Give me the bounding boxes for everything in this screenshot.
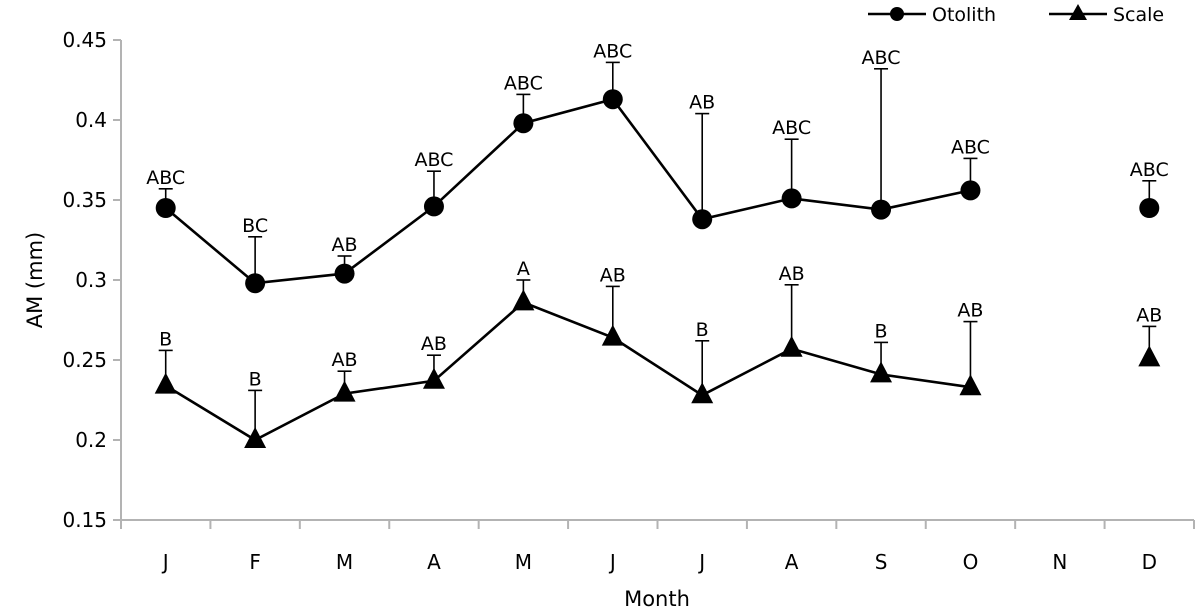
data-point bbox=[960, 180, 981, 201]
significance-label: ABC bbox=[951, 136, 990, 158]
data-point bbox=[959, 374, 982, 396]
data-point bbox=[333, 380, 356, 402]
data-point bbox=[691, 382, 714, 404]
significance-label: ABC bbox=[414, 149, 453, 171]
significance-label: AB bbox=[332, 349, 358, 371]
data-point bbox=[781, 188, 802, 209]
significance-label: BC bbox=[242, 215, 268, 237]
significance-label: AB bbox=[957, 300, 983, 322]
significance-label: B bbox=[159, 328, 172, 350]
legend-item-scale[interactable]: Scale bbox=[1049, 4, 1164, 26]
data-point bbox=[155, 198, 176, 218]
x-tick-label: N bbox=[1052, 550, 1067, 574]
significance-label: AB bbox=[1136, 304, 1162, 326]
x-tick-label: O bbox=[963, 550, 979, 574]
data-point bbox=[1138, 345, 1161, 367]
significance-label: AB bbox=[600, 264, 626, 286]
y-tick-label: 0.2 bbox=[75, 428, 107, 452]
x-tick-label: J bbox=[608, 550, 616, 574]
significance-label: AB bbox=[689, 92, 715, 114]
x-tick-label: F bbox=[249, 550, 261, 574]
y-tick-label: 0.3 bbox=[75, 268, 107, 292]
significance-label: ABC bbox=[1130, 159, 1169, 181]
data-point bbox=[423, 196, 444, 217]
y-axis: 0.15 0.2 0.25 0.3 0.35 0.4 0.45 bbox=[62, 28, 122, 532]
significance-label: ABC bbox=[146, 167, 185, 189]
x-tick-label: J bbox=[697, 550, 705, 574]
series-otolith: ABC BC AB ABC ABC ABC AB ABC ABC ABC ABC bbox=[146, 40, 1169, 294]
significance-label: AB bbox=[332, 234, 358, 256]
data-point bbox=[1139, 198, 1160, 218]
triangle-marker-icon bbox=[1069, 4, 1087, 20]
significance-label: ABC bbox=[504, 72, 543, 94]
significance-label: AB bbox=[779, 263, 805, 285]
y-tick-label: 0.4 bbox=[75, 108, 107, 132]
data-point bbox=[870, 361, 893, 383]
circle-marker-icon bbox=[890, 7, 904, 21]
data-point bbox=[692, 209, 713, 230]
data-point bbox=[154, 372, 177, 394]
data-point bbox=[780, 335, 803, 357]
significance-label: A bbox=[517, 258, 530, 280]
legend: Otolith Scale bbox=[868, 4, 1164, 26]
series-line bbox=[164, 97, 971, 285]
x-tick-label: M bbox=[515, 550, 532, 574]
legend-label-otolith: Otolith bbox=[932, 4, 996, 26]
x-tick-label: M bbox=[336, 550, 353, 574]
x-tick-label: S bbox=[875, 550, 888, 574]
significance-label: B bbox=[249, 368, 262, 390]
significance-label: ABC bbox=[593, 40, 632, 62]
x-tick-label: J bbox=[161, 550, 169, 574]
x-axis-title: Month bbox=[624, 587, 690, 611]
x-tick-label: A bbox=[427, 550, 441, 574]
data-point bbox=[422, 367, 445, 389]
significance-label: B bbox=[696, 319, 709, 341]
y-tick-label: 0.35 bbox=[62, 188, 107, 212]
data-point bbox=[513, 113, 534, 134]
data-point bbox=[871, 199, 892, 220]
y-tick-label: 0.15 bbox=[62, 508, 107, 532]
data-point bbox=[512, 289, 535, 311]
data-point bbox=[244, 427, 267, 448]
legend-label-scale: Scale bbox=[1113, 4, 1164, 26]
significance-label: ABC bbox=[862, 47, 901, 69]
x-tick-label: D bbox=[1142, 550, 1157, 574]
y-axis-title: AM (mm) bbox=[23, 232, 47, 328]
y-tick-label: 0.45 bbox=[62, 28, 107, 52]
series-scale: B B AB AB A AB B AB B AB AB bbox=[154, 258, 1162, 448]
significance-label: B bbox=[875, 320, 888, 342]
data-point bbox=[334, 263, 355, 284]
significance-label: ABC bbox=[772, 117, 811, 139]
y-tick-label: 0.25 bbox=[62, 348, 107, 372]
x-tick-label: A bbox=[785, 550, 799, 574]
significance-label: AB bbox=[421, 333, 447, 355]
data-point bbox=[601, 324, 624, 346]
data-point bbox=[602, 89, 623, 110]
series-line bbox=[165, 300, 971, 442]
legend-item-otolith[interactable]: Otolith bbox=[868, 4, 996, 26]
data-point bbox=[245, 273, 266, 294]
